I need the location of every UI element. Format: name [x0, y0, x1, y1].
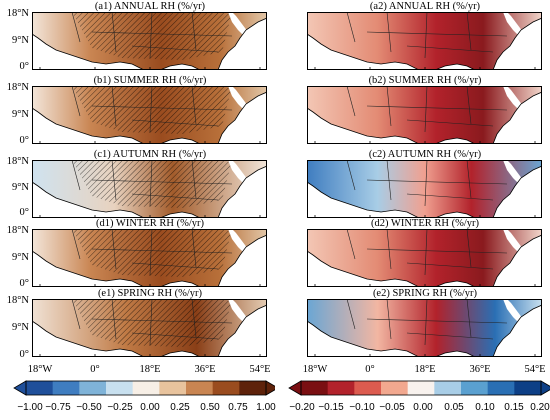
colorbar-segment [461, 381, 488, 395]
lon-label-18e: 18°E [139, 364, 160, 375]
colorbar-segment [26, 381, 53, 395]
colorbar-max-arrow [266, 381, 275, 395]
colorbar-segment [186, 381, 213, 395]
colorbar-min-arrow [289, 381, 301, 395]
lat-label-18n: 18°N [1, 295, 29, 306]
cb-left-tick: −0.50 [76, 402, 101, 413]
lon-label-18w: 18°W [303, 364, 328, 375]
colorbar-segment [159, 381, 186, 395]
map-panel [32, 299, 267, 357]
cb-right-tick: 0.10 [475, 402, 494, 413]
cb-right-tick: 0.15 [504, 402, 523, 413]
colorbar-max-arrow [541, 381, 550, 395]
colorbar-segment [79, 381, 106, 395]
lat-label-0: 0° [1, 135, 29, 146]
colorbar-segment [301, 381, 328, 395]
lon-label-36e: 36°E [469, 364, 490, 375]
cb-left-tick: 1.00 [256, 402, 275, 413]
map-panel [32, 229, 267, 287]
lat-label-0: 0° [1, 61, 29, 72]
cb-right-tick: 0.20 [530, 402, 549, 413]
colorbar-segment [239, 381, 266, 395]
right-colorbar [275, 378, 550, 398]
cb-left-tick: −1.00 [17, 402, 42, 413]
lon-label-54e: 54°E [249, 364, 270, 375]
lat-label-9n: 9°N [1, 322, 29, 333]
lon-label-0: 0° [90, 364, 99, 375]
lat-label-18n: 18°N [1, 82, 29, 93]
colorbar-segment [213, 381, 240, 395]
map-panel [32, 86, 267, 144]
lat-label-18n: 18°N [1, 8, 29, 19]
map-panel [307, 160, 542, 218]
cb-right-tick: −0.10 [349, 402, 374, 413]
colorbar-segment [488, 381, 515, 395]
cb-left-tick: 0.50 [200, 402, 219, 413]
cb-left-tick: 0.75 [228, 402, 247, 413]
lat-label-9n: 9°N [1, 182, 29, 193]
colorbar-min-arrow [14, 381, 26, 395]
cb-right-tick: 0.05 [444, 402, 463, 413]
lon-label-36e: 36°E [194, 364, 215, 375]
cb-right-tick: −0.05 [379, 402, 404, 413]
lat-label-18n: 18°N [1, 225, 29, 236]
cb-left-tick: 0.25 [170, 402, 189, 413]
cb-left-tick: 0.00 [140, 402, 159, 413]
lon-label-18w: 18°W [28, 364, 53, 375]
cb-right-tick: −0.15 [318, 402, 343, 413]
lat-label-0: 0° [1, 207, 29, 218]
lon-label-54e: 54°E [524, 364, 545, 375]
cb-left-tick: −0.75 [45, 402, 70, 413]
colorbar-segment [354, 381, 381, 395]
colorbar-segment [381, 381, 408, 395]
lon-label-18e: 18°E [414, 364, 435, 375]
lat-label-18n: 18°N [1, 156, 29, 167]
cb-right-tick: 0.00 [413, 402, 432, 413]
cb-right-tick: −0.20 [289, 402, 314, 413]
lat-label-9n: 9°N [1, 109, 29, 120]
colorbar-segment [106, 381, 133, 395]
colorbar-segment [328, 381, 355, 395]
colorbar-segment [434, 381, 461, 395]
colorbar-segment [133, 381, 160, 395]
left-colorbar [0, 378, 275, 398]
lat-label-0: 0° [1, 349, 29, 360]
map-panel [307, 86, 542, 144]
map-panel [307, 12, 542, 70]
lat-label-9n: 9°N [1, 252, 29, 263]
lon-label-0: 0° [365, 364, 374, 375]
cb-left-tick: −0.25 [107, 402, 132, 413]
map-panel [32, 12, 267, 70]
map-panel [307, 299, 542, 357]
colorbar-segment [53, 381, 80, 395]
lat-label-0: 0° [1, 278, 29, 289]
map-panel [307, 229, 542, 287]
map-panel [32, 160, 267, 218]
colorbar-segment [408, 381, 435, 395]
lat-label-9n: 9°N [1, 35, 29, 46]
colorbar-segment [514, 381, 541, 395]
